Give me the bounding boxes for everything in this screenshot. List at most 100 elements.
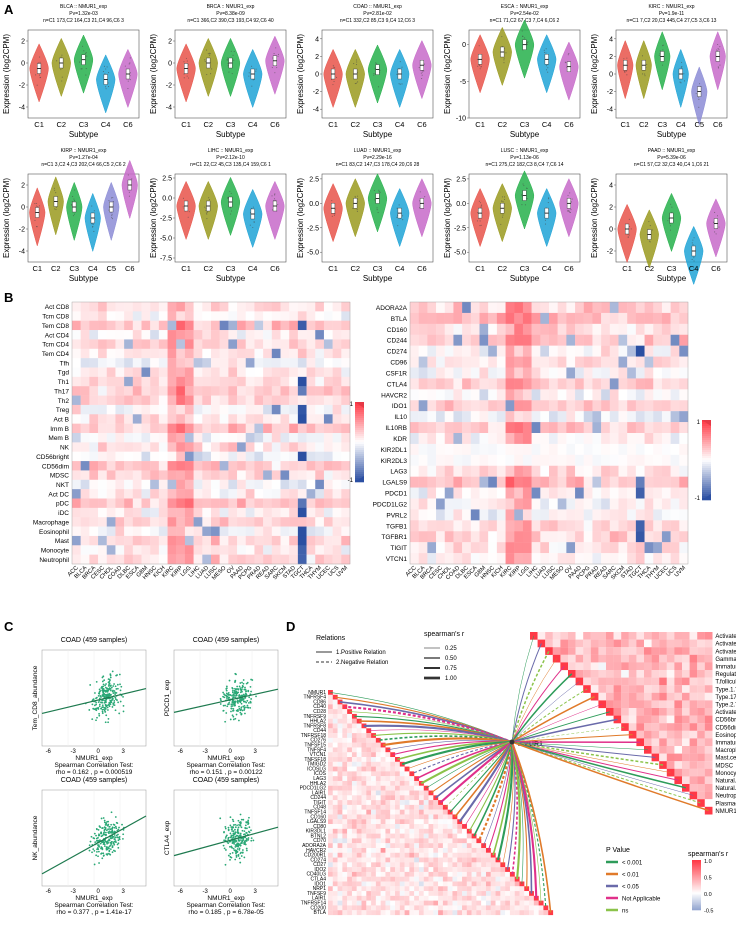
scatter-point <box>220 699 222 702</box>
heatmap-cell <box>271 311 281 321</box>
heatmap-cell <box>237 470 246 480</box>
gene-label: NMUR1 <box>308 690 326 696</box>
violin-ytick: 2 <box>168 39 172 46</box>
heatmap-cell <box>592 433 602 445</box>
heatmap-cell <box>496 531 506 543</box>
heatmap-cell <box>106 404 116 415</box>
heatmap-cell <box>211 348 220 359</box>
scatter-point <box>240 826 243 829</box>
scatter-point <box>118 712 121 715</box>
heatmap-cell <box>263 358 273 368</box>
heatmap-cell <box>323 489 333 499</box>
heatmap-cell <box>566 433 576 445</box>
heatmap-cell <box>115 545 125 555</box>
scatter-point <box>96 850 98 853</box>
heatmap-cell <box>124 395 134 406</box>
heatmap-cell <box>106 535 116 546</box>
regression-line <box>41 687 147 715</box>
heatmap-cell <box>609 323 619 335</box>
heatmap-cell <box>228 517 238 527</box>
heatmap-cell <box>661 553 671 565</box>
scatter-point <box>238 823 240 826</box>
heatmap-cell <box>496 487 506 499</box>
heatmap-cell <box>514 367 524 379</box>
heatmap-cell <box>444 323 454 335</box>
heatmap-cell <box>106 395 116 406</box>
heatmap-cell <box>488 433 498 445</box>
scatter-point <box>227 854 230 857</box>
heatmap-cell <box>106 376 116 387</box>
heatmap-cell <box>184 479 194 490</box>
scatter-point <box>111 706 114 708</box>
heatmap-cell <box>306 367 316 378</box>
heatmap-cell <box>627 542 637 554</box>
network-edge <box>511 718 618 743</box>
heatmap-cell <box>72 554 81 565</box>
violin-xtick: C6 <box>564 120 574 129</box>
heatmap-cell <box>323 517 333 527</box>
scatter-point <box>119 700 122 703</box>
heatmap-cell <box>219 545 229 555</box>
scatter-point <box>237 838 240 841</box>
scatter-point <box>229 852 232 855</box>
violin-ytick: -5.0 <box>454 250 466 257</box>
network-edge <box>511 741 552 913</box>
heatmap-cell <box>479 542 489 554</box>
violin-counts: n=C1 7,C2 20,C3 445,C4 27,C5 3,C6 13 <box>627 18 717 24</box>
heatmap-cell <box>315 517 325 527</box>
heatmap-row-label: Tem CD8 <box>42 323 69 330</box>
heatmap-cell <box>505 454 515 466</box>
scatter-point <box>231 703 234 706</box>
scatter-point <box>242 679 245 681</box>
heatmap-cell <box>514 345 524 357</box>
heatmap-cell <box>462 411 472 423</box>
heatmap-cell <box>540 520 550 532</box>
heatmap-cell <box>306 358 316 368</box>
scatter-point <box>102 683 105 686</box>
heatmap-cell <box>418 411 428 423</box>
scatter-point <box>243 688 246 691</box>
heatmap-cell <box>271 404 281 415</box>
heatmap-cell <box>306 470 316 480</box>
scatter-point <box>105 695 107 698</box>
heatmap-cell <box>132 554 142 565</box>
scatter-point <box>110 823 113 826</box>
heatmap-cell <box>254 451 264 462</box>
scatter-ylabel: CTLA4_exp <box>164 820 171 855</box>
heatmap-cell <box>601 520 611 532</box>
heatmap-cell <box>280 489 290 499</box>
heatmap-cell <box>583 531 593 543</box>
scatter-stat: rho = 0.151 , p = 0.00122 <box>189 769 262 776</box>
scatter-point <box>107 831 110 834</box>
scatter-point <box>239 852 242 855</box>
heatmap-cell <box>254 404 264 415</box>
scatter-point <box>236 848 239 850</box>
heatmap-cell <box>237 339 246 349</box>
heatmap-cell <box>418 465 428 477</box>
heatmap-cell <box>436 433 445 445</box>
heatmap-cell <box>254 414 264 424</box>
heatmap-cell <box>479 378 489 390</box>
heatmap-cell <box>618 498 628 510</box>
heatmap-cell <box>245 535 255 546</box>
heatmap-cell <box>141 461 151 471</box>
scatter-point <box>105 714 108 717</box>
heatmap-cell <box>644 433 654 445</box>
scatter-point <box>234 826 237 829</box>
violin-xtick: C1 <box>328 120 338 129</box>
heatmap-cell <box>592 509 602 521</box>
heatmap-cell <box>670 542 680 554</box>
heatmap-cell <box>193 423 203 434</box>
cell-label: Activated.CD8.T.cell <box>715 649 736 655</box>
scatter-point <box>104 707 107 710</box>
heatmap-cell <box>575 389 584 401</box>
heatmap-row-label: Act CD8 <box>45 304 70 311</box>
heatmap-cell <box>106 526 116 537</box>
heatmap-cell <box>444 345 454 357</box>
heatmap-row-label: iDC <box>58 510 69 517</box>
scatter-point <box>241 681 243 684</box>
heatmap-cell <box>323 507 333 518</box>
legend-max: 1 <box>350 402 354 408</box>
